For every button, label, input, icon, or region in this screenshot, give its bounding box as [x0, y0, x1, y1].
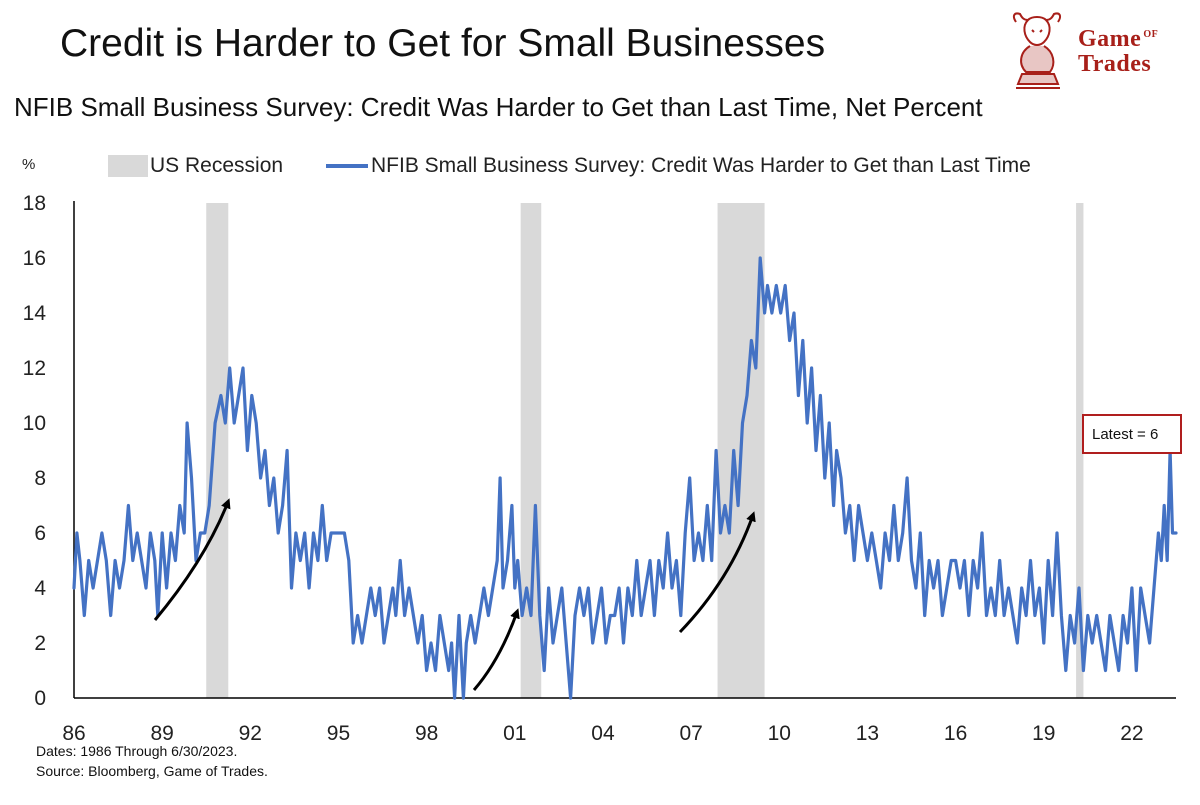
- x-tick-label: 10: [768, 722, 791, 745]
- latest-annotation: Latest = 6: [1082, 414, 1182, 454]
- chart-title: Credit is Harder to Get for Small Busine…: [60, 22, 826, 65]
- y-tick-label: 6: [34, 522, 46, 545]
- x-tick-label: 98: [415, 722, 438, 745]
- series-line-0: [72, 256, 1178, 700]
- x-tick-label: 92: [239, 722, 262, 745]
- game-of-trades-logo: Game OF Trades: [1006, 8, 1196, 94]
- x-tick-label: 89: [150, 722, 173, 745]
- y-tick-label: 10: [23, 412, 46, 435]
- x-tick-label: 19: [1032, 722, 1055, 745]
- x-tick-label: 13: [856, 722, 879, 745]
- y-tick-label: 2: [34, 632, 46, 655]
- bull-knight-icon: [1012, 12, 1062, 89]
- logo-line1: Game: [1078, 26, 1142, 52]
- x-tick-label: 01: [503, 722, 526, 745]
- legend-label-recession: US Recession: [150, 154, 284, 177]
- y-tick-label: 18: [23, 192, 46, 215]
- legend-swatch-recession: [108, 155, 148, 177]
- legend-swatch-series: [326, 164, 368, 168]
- trend-arrow-1: [472, 608, 520, 691]
- recession-band-3: [1076, 203, 1084, 698]
- y-tick-label: 12: [23, 357, 46, 380]
- y-tick-label: 8: [34, 467, 46, 490]
- latest-annotation-text: Latest = 6: [1092, 426, 1159, 443]
- trend-arrow-0: [153, 498, 231, 621]
- y-tick-label: 0: [34, 687, 46, 710]
- recession-band-1: [520, 203, 542, 698]
- x-tick-label: 07: [679, 722, 702, 745]
- logo-wordmark: Game OF Trades: [1078, 22, 1158, 77]
- logo-of: OF: [1143, 29, 1159, 40]
- x-tick-label: 16: [944, 722, 967, 745]
- y-tick-label: 14: [23, 302, 47, 325]
- y-unit-label: %: [22, 156, 36, 173]
- series-layer: [72, 256, 1178, 700]
- x-tick-label: 95: [327, 722, 350, 745]
- arrows: [153, 498, 756, 691]
- y-tick-label: 16: [23, 247, 46, 270]
- trend-arrow-2: [678, 511, 756, 634]
- logo-line2: Trades: [1078, 51, 1152, 77]
- x-tick-label: 86: [62, 722, 85, 745]
- footnote-dates: Dates: 1986 Through 6/30/2023.: [36, 743, 238, 759]
- x-tick-label: 22: [1120, 722, 1143, 745]
- legend-label-series: NFIB Small Business Survey: Credit Was H…: [371, 154, 1031, 177]
- recession-band-0: [206, 203, 229, 698]
- x-tick-label: 04: [591, 722, 615, 745]
- axes: 0 2 4 6 8 10 12 14 16 18 86 89 92 95 98 01 04 07 10 13 16 19 2…: [23, 192, 1176, 745]
- chart-subtitle: NFIB Small Business Survey: Credit Was H…: [14, 92, 983, 122]
- recession-bands: [206, 203, 1084, 698]
- footnote-source: Source: Bloomberg, Game of Trades.: [36, 763, 268, 779]
- y-tick-label: 4: [34, 577, 46, 600]
